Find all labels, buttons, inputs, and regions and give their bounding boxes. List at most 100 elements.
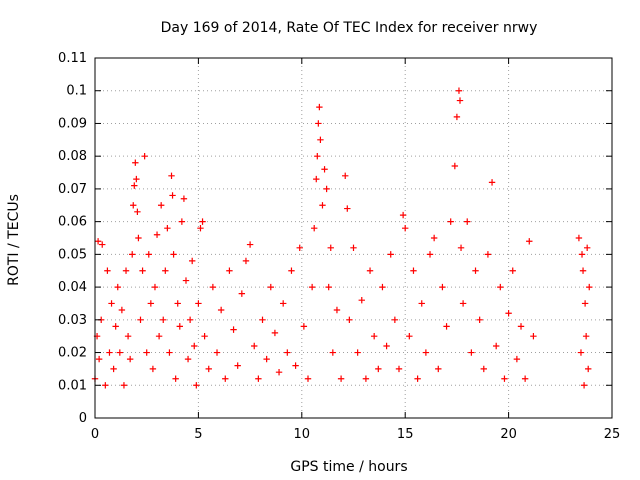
data-point [143, 349, 150, 356]
data-point [141, 152, 148, 160]
x-tick-label: 25 [604, 427, 621, 442]
data-points [91, 87, 593, 389]
data-point [484, 251, 492, 258]
data-point [172, 375, 179, 382]
data-point [580, 382, 588, 389]
data-point [480, 365, 487, 373]
data-point [193, 382, 200, 389]
data-point [271, 329, 279, 337]
data-point [134, 208, 141, 216]
data-point [288, 267, 295, 274]
data-point [120, 382, 128, 389]
data-point [464, 218, 471, 225]
data-point [323, 185, 330, 193]
data-point [366, 267, 374, 274]
data-point [333, 306, 341, 314]
data-point [99, 241, 106, 248]
data-point [226, 267, 233, 274]
data-point [321, 166, 328, 173]
data-point [94, 238, 102, 245]
x-tick-label: 5 [194, 427, 202, 442]
data-point [395, 365, 403, 373]
data-point [135, 234, 142, 242]
data-point [176, 323, 183, 330]
data-point [337, 375, 345, 382]
data-point [521, 375, 529, 382]
chart-title: Day 169 of 2014, Rate Of TEC Index for r… [161, 20, 538, 36]
data-point [106, 349, 113, 356]
data-point [122, 267, 130, 274]
data-point [139, 267, 146, 274]
x-tick-label: 10 [294, 427, 311, 442]
data-point [201, 332, 208, 340]
x-tick-label: 20 [500, 427, 517, 442]
data-point [129, 251, 136, 258]
data-point [350, 244, 357, 252]
data-point [205, 365, 212, 373]
y-tick-label: 0.1 [66, 84, 87, 99]
data-point [184, 355, 192, 363]
data-point [459, 300, 467, 307]
data-point [259, 316, 266, 324]
data-point [435, 365, 442, 373]
data-point [311, 224, 318, 232]
x-tick-label: 15 [397, 427, 414, 442]
data-point [95, 355, 103, 363]
data-point [108, 300, 115, 307]
data-point [169, 192, 176, 199]
data-point [443, 323, 450, 330]
data-point [414, 375, 421, 382]
y-tick-label: 0.06 [58, 215, 87, 230]
data-point [370, 332, 378, 340]
data-point [472, 267, 479, 274]
data-point [230, 326, 237, 333]
data-point [379, 283, 386, 291]
data-point [530, 332, 537, 340]
data-point [344, 205, 351, 212]
data-point [191, 342, 198, 350]
y-tick-label: 0.04 [58, 280, 87, 295]
data-point [284, 349, 291, 356]
data-point [329, 349, 337, 356]
data-point [130, 202, 137, 209]
data-point [342, 172, 349, 180]
data-point [137, 316, 144, 324]
data-point [497, 283, 504, 291]
axis-ticks: 0 0.01 0.02 0.03 0.04 0.05 0.06 0.07 0.08 0.09 0.1… [58, 51, 620, 442]
y-tick-label: 0 [79, 411, 87, 426]
data-point [304, 375, 312, 382]
data-point [383, 342, 390, 350]
data-point [124, 332, 132, 340]
data-point [308, 283, 316, 291]
data-point [213, 349, 221, 356]
data-point [314, 152, 321, 160]
data-point [300, 323, 308, 330]
data-point [292, 362, 299, 369]
data-point [186, 316, 194, 324]
data-point [354, 349, 361, 356]
data-point [296, 244, 303, 252]
data-point [456, 97, 464, 104]
data-point [426, 251, 434, 258]
data-point [439, 283, 446, 291]
data-point [327, 244, 334, 252]
y-tick-label: 0.09 [58, 116, 87, 131]
data-point [267, 283, 274, 291]
data-point [410, 267, 417, 274]
data-point [116, 349, 124, 356]
data-point [195, 300, 202, 307]
data-point [402, 224, 409, 232]
data-point [583, 244, 591, 252]
data-point [178, 218, 186, 225]
data-point [126, 355, 134, 363]
data-point [104, 267, 111, 274]
data-point [157, 202, 165, 209]
data-point [147, 300, 155, 307]
data-point [263, 355, 270, 363]
data-point [162, 267, 169, 274]
data-point [316, 103, 323, 111]
x-tick-label: 0 [91, 427, 99, 442]
data-point [455, 87, 463, 94]
data-point [166, 349, 173, 356]
